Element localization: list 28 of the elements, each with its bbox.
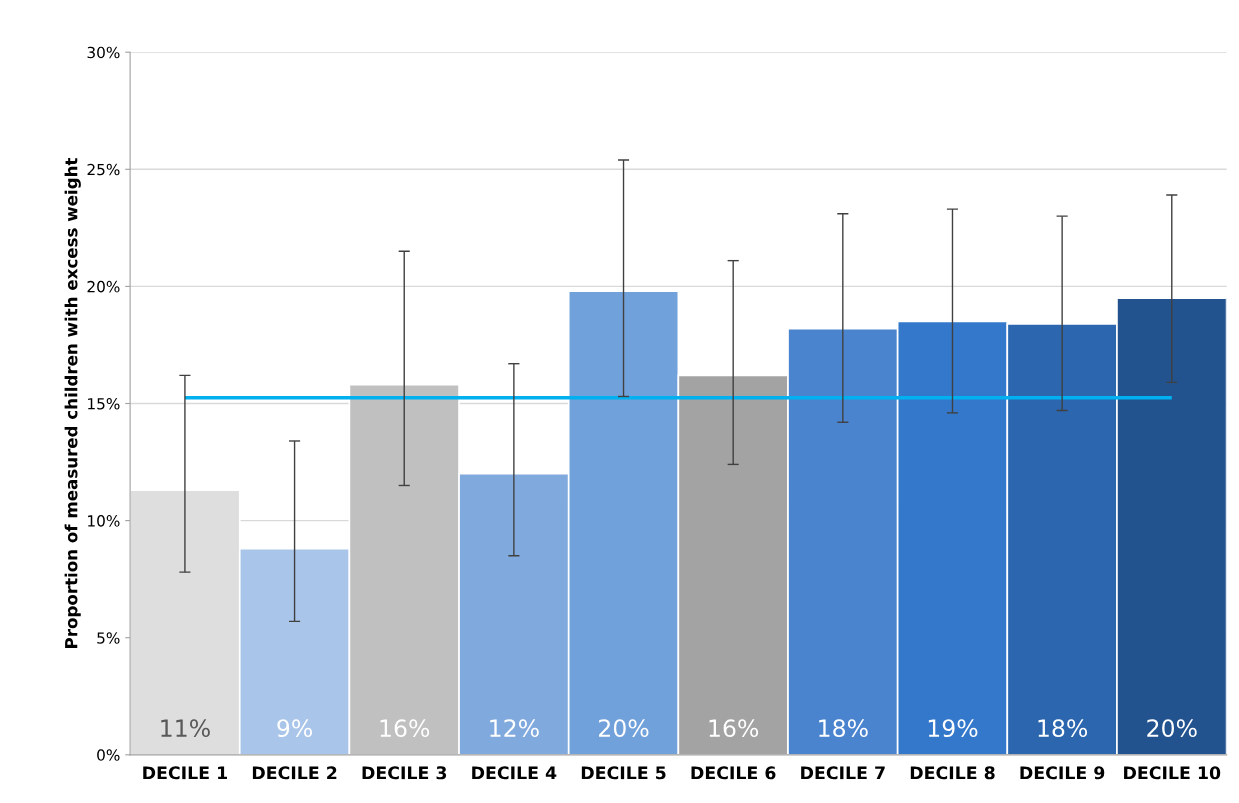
y-axis-title: Proportion of measured children with excess weight bbox=[64, 157, 81, 648]
data-label: 18% bbox=[1038, 719, 1088, 738]
x-tick-label: DECILE 3 bbox=[362, 766, 447, 780]
x-tick-label: DECILE 8 bbox=[910, 766, 995, 780]
y-tick-label: 5% bbox=[97, 632, 120, 644]
y-tick-label: 15% bbox=[88, 397, 120, 410]
data-label: 16% bbox=[380, 719, 430, 738]
x-tick-label: DECILE 9 bbox=[1020, 766, 1105, 780]
data-label: 20% bbox=[1147, 719, 1197, 738]
data-label: 18% bbox=[819, 719, 868, 738]
x-tick-label: DECILE 2 bbox=[252, 766, 337, 780]
x-tick-label: DECILE 6 bbox=[691, 766, 776, 780]
x-tick-label: DECILE 10 bbox=[1124, 766, 1221, 780]
y-tick-label: 30% bbox=[87, 46, 120, 59]
x-tick-label: DECILE 4 bbox=[472, 766, 557, 780]
y-tick-label: 10% bbox=[88, 515, 120, 527]
y-tick-label: 20% bbox=[87, 280, 120, 293]
data-label: 20% bbox=[599, 719, 649, 738]
x-tick-label: DECILE 7 bbox=[801, 766, 885, 780]
y-tick-label: 0% bbox=[97, 749, 120, 761]
data-label: 19% bbox=[928, 719, 978, 738]
y-tick-label: 25% bbox=[87, 163, 120, 176]
data-label: 12% bbox=[490, 719, 539, 738]
x-tick-label: DECILE 1 bbox=[143, 766, 227, 780]
data-label: 16% bbox=[709, 719, 759, 738]
data-label: 11% bbox=[161, 719, 210, 738]
x-tick-label: DECILE 5 bbox=[581, 766, 666, 780]
data-label: 9% bbox=[277, 719, 312, 738]
